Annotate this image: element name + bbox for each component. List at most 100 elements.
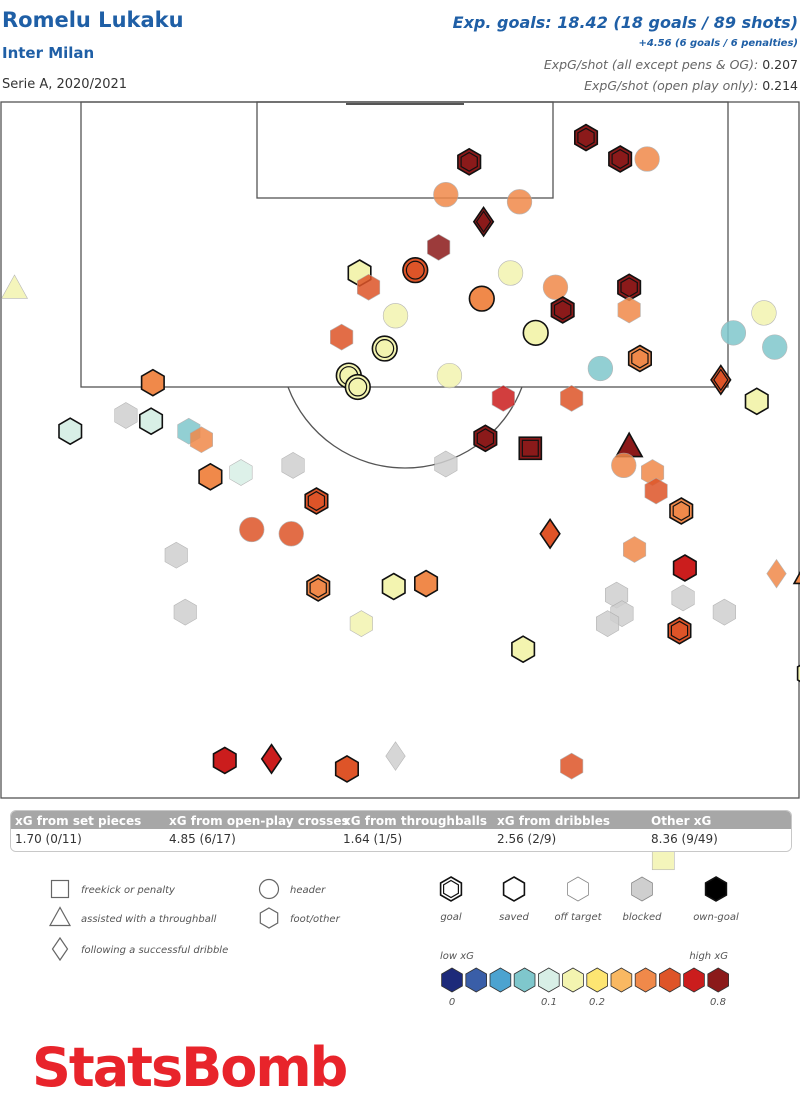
shot-marker xyxy=(560,385,584,412)
shot-marker xyxy=(671,584,695,612)
xg-scale-swatch xyxy=(634,967,657,993)
shot-hexagon xyxy=(349,610,373,637)
shot-circle xyxy=(468,285,495,312)
shot-diamond xyxy=(385,741,406,771)
legend-outcome-blocked xyxy=(631,876,653,902)
shot-circle xyxy=(278,521,304,547)
xg-scale-swatch xyxy=(586,967,608,993)
shot-circle xyxy=(433,181,459,208)
stat-value-throughballs: 1.64 (1/5) xyxy=(343,832,403,846)
shot-marker xyxy=(491,385,515,412)
goal-inner-ring xyxy=(348,377,368,397)
legend-outcome-own xyxy=(704,876,728,902)
xg-per-shot-open-label: ExpG/shot (open play only): xyxy=(584,78,759,93)
stat-value-dribbles: 2.56 (2/9) xyxy=(497,832,557,846)
goal-inner-ring xyxy=(620,277,638,298)
shot-triangle xyxy=(0,274,29,299)
shot-marker xyxy=(560,752,584,780)
player-name: Romelu Lukaku xyxy=(2,8,184,32)
goal-inner-ring xyxy=(611,148,629,170)
stat-header-other: Other xG xyxy=(651,814,712,828)
xg-scale-swatch xyxy=(465,967,488,993)
shot-marker xyxy=(382,303,409,329)
shot-hexagon xyxy=(617,296,641,324)
penalties-summary: +4.56 (6 goals / 6 penalties) xyxy=(638,38,798,49)
shot-marker xyxy=(385,741,406,771)
shot-hexagon xyxy=(329,323,354,351)
goal-inner-ring xyxy=(670,620,689,641)
shot-hexagon xyxy=(381,572,406,601)
legend-outcome-label: saved xyxy=(499,912,529,923)
penalty-box xyxy=(80,101,729,388)
shot-circle xyxy=(762,334,788,360)
xg-per-shot-all: ExpG/shot (all except pens & OG): 0.207 xyxy=(544,57,798,72)
shot-marker xyxy=(744,387,769,416)
xg-scale-swatch xyxy=(683,967,705,993)
shot-hexagon xyxy=(434,450,458,478)
shot-marker xyxy=(434,450,458,478)
legend-outcome-off xyxy=(567,876,589,902)
shot-diamond xyxy=(710,364,732,396)
shot-hexagon xyxy=(281,452,305,479)
shot-marker xyxy=(371,335,398,362)
shot-hexagon xyxy=(114,402,138,429)
shot-marker xyxy=(617,273,642,302)
goal-inner-ring xyxy=(309,577,327,598)
xg-per-shot-open: ExpG/shot (open play only): 0.214 xyxy=(584,78,798,93)
shot-circle xyxy=(436,362,463,389)
shot-marker xyxy=(614,431,644,458)
shot-marker xyxy=(751,300,777,326)
stat-header-set-pieces: xG from set pieces xyxy=(15,814,142,828)
xg-scale-tick: 0.8 xyxy=(710,997,726,1008)
shot-circle xyxy=(751,300,777,326)
shot-marker xyxy=(306,573,331,602)
legend-outcome-saved xyxy=(502,876,526,902)
expected-goals-summary: Exp. goals: 18.42 (18 goals / 89 shots) xyxy=(452,13,798,32)
goal-inner-ring xyxy=(713,368,729,392)
legend-shape-circle xyxy=(258,878,280,900)
legend-shape-label: header xyxy=(290,885,326,896)
shot-marker xyxy=(672,554,697,582)
shot-hexagon xyxy=(413,569,439,598)
stat-value-other: 8.36 (9/49) xyxy=(651,832,718,846)
shot-marker xyxy=(402,256,429,284)
goal-inner-ring xyxy=(577,127,595,148)
shot-hexagon xyxy=(511,635,536,664)
goal-inner-ring xyxy=(475,210,492,234)
shot-marker xyxy=(281,452,305,479)
shot-circle xyxy=(382,303,409,329)
shot-hexagon xyxy=(672,554,697,582)
shot-marker xyxy=(634,146,660,172)
shot-marker xyxy=(497,260,524,286)
shots-layer xyxy=(0,123,800,871)
goal-inner-ring xyxy=(631,348,649,369)
shot-hexagon xyxy=(173,598,197,626)
shot-diamond xyxy=(539,518,561,550)
shot-marker xyxy=(473,424,498,453)
legend-shape-diamond xyxy=(51,936,69,962)
shot-marker xyxy=(796,664,800,683)
xg-per-shot-all-value: 0.207 xyxy=(762,57,798,72)
shot-marker xyxy=(457,147,482,176)
shot-marker xyxy=(344,373,371,401)
season-label: Serie A, 2020/2021 xyxy=(2,77,128,92)
legend-shape-label: freekick or penalty xyxy=(81,885,176,896)
xg-scale-tick: 0.1 xyxy=(541,997,557,1008)
shot-marker xyxy=(792,571,800,585)
shot-marker xyxy=(608,145,633,173)
shot-marker xyxy=(349,610,373,637)
shot-marker xyxy=(506,189,533,215)
shot-hexagon xyxy=(427,233,451,261)
xg-per-shot-all-label: ExpG/shot (all except pens & OG): xyxy=(543,57,759,72)
pitch-lines xyxy=(0,101,800,799)
shot-hexagon xyxy=(671,584,695,612)
pitch-outline xyxy=(0,101,800,799)
shot-marker xyxy=(413,569,439,598)
shot-marker xyxy=(0,274,29,299)
goal-inner-ring xyxy=(375,339,395,359)
shot-hexagon xyxy=(212,746,237,775)
xg-per-shot-open-value: 0.214 xyxy=(762,78,798,93)
shot-marker xyxy=(140,368,165,397)
shot-marker xyxy=(189,426,213,454)
shot-marker xyxy=(329,323,354,351)
